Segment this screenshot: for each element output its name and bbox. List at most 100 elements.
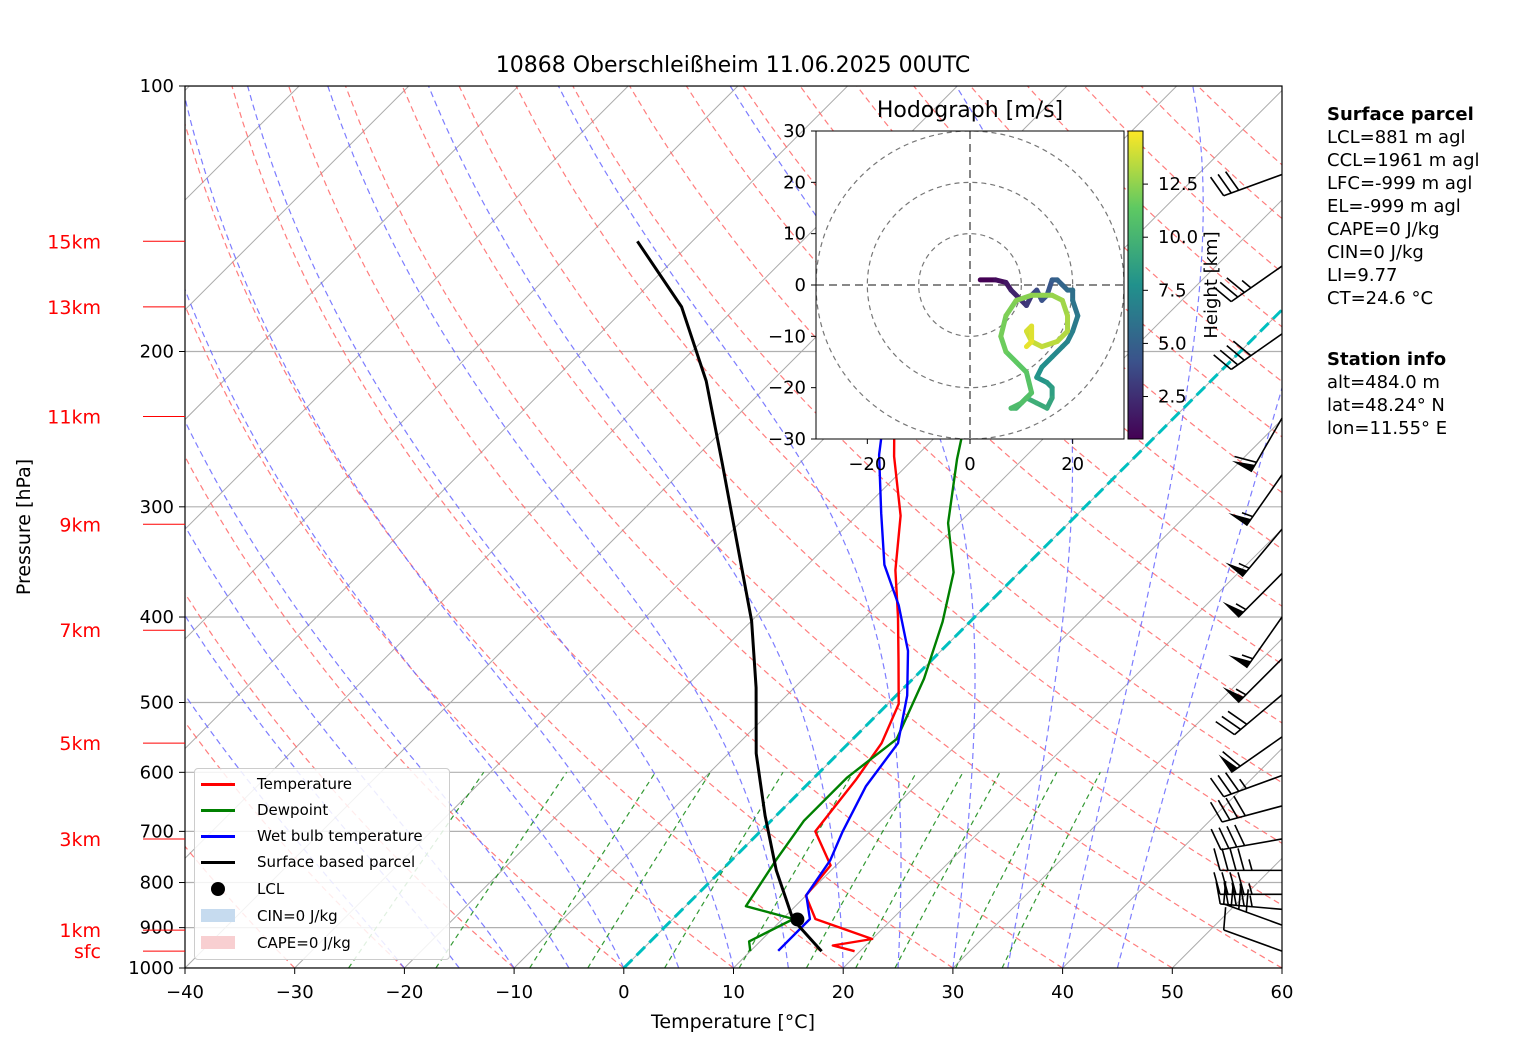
hodograph-y-tick-label: −10 (768, 326, 806, 347)
x-tick-label: 30 (941, 982, 964, 1003)
dry-adiabat (185, 455, 625, 968)
parcel-ccl: CCL=1961 m agl (1327, 150, 1480, 171)
hodograph-y-tick-label: 20 (783, 172, 806, 193)
hodograph-segment (1013, 292, 1035, 303)
dry-adiabat (231, 86, 954, 968)
wind-barb (1228, 616, 1283, 669)
barb-full (1213, 848, 1221, 871)
barb-full (1219, 281, 1239, 298)
wind-barb (1213, 265, 1283, 303)
moist-adiabat (247, 86, 735, 968)
mixing-ratio-line (1001, 772, 1101, 968)
y-tick-label: 300 (140, 497, 174, 518)
hodograph-segment (1003, 297, 1019, 319)
barb-staff (1241, 528, 1283, 578)
legend-label: Dewpoint (257, 801, 329, 819)
y-tick-label: 200 (140, 342, 174, 363)
lcl-point (790, 912, 805, 927)
x-tick-label: 60 (1271, 982, 1294, 1003)
y-axis-label: Pressure [hPa] (13, 459, 35, 595)
dry-adiabat (458, 86, 1282, 906)
legend-dot-lcl (211, 882, 225, 896)
barb-full (1226, 277, 1245, 294)
barb-full (1232, 340, 1252, 357)
barb-full (1213, 354, 1232, 371)
barb-full (1221, 872, 1229, 895)
legend: Temperature Dewpoint Wet bulb temperatur… (194, 768, 450, 960)
legend-item-temperature: Temperature (201, 771, 352, 797)
wind-barb (1218, 736, 1283, 774)
barb-half (1241, 279, 1252, 289)
x-tick-label: −40 (166, 982, 204, 1003)
barb-flag (1222, 601, 1244, 618)
legend-item-dewpoint: Dewpoint (201, 797, 328, 823)
wind-barb (1213, 333, 1283, 371)
hodograph-segment (1023, 369, 1035, 396)
barb-full (1218, 827, 1230, 849)
isotherm-line (513, 199, 1282, 968)
barb-half (1248, 859, 1253, 871)
hodograph-x-tick-label: 20 (1061, 454, 1084, 475)
barb-full (1237, 872, 1245, 895)
parcel-li: LI=9.77 (1327, 265, 1398, 286)
parcel-el: EL=-999 m agl (1327, 196, 1461, 217)
station-alt: alt=484.0 m (1327, 372, 1440, 393)
hodograph-y-tick-label: −30 (768, 429, 806, 450)
y-tick-label: 1000 (128, 958, 174, 979)
barb-staff (1223, 173, 1283, 197)
isotherm-line (733, 418, 1282, 968)
dry-adiabat (185, 304, 734, 968)
barb-flag (1222, 686, 1244, 703)
hodograph-inset: −20 0 20 −30 −20 −10 0 10 20 30 Hodograph [m/s] 2… (768, 98, 1222, 475)
moist-adiabat (327, 86, 789, 968)
zero-isotherm (622, 307, 1282, 968)
hodograph-segment (1070, 313, 1081, 334)
barb-flag (1231, 460, 1255, 472)
barb-staff (1220, 903, 1283, 911)
barb-half (1235, 603, 1247, 611)
moist-adiabat (1116, 385, 1282, 968)
hodograph-segment (1044, 277, 1055, 298)
moist-adiabat (185, 614, 460, 968)
barb-full (1233, 795, 1246, 817)
moist-adiabat (185, 524, 515, 968)
barb-full (1229, 848, 1237, 871)
isotherm-line (842, 528, 1282, 968)
dry-adiabat (401, 86, 1282, 968)
hodograph-y-tick-label: 30 (783, 121, 806, 142)
colorbar-tick-label: 10.0 (1158, 227, 1198, 248)
hodograph-segment (1039, 338, 1060, 350)
moist-adiabat (185, 287, 625, 968)
x-tick-label: 20 (832, 982, 855, 1003)
mixing-ratio-line (738, 771, 854, 968)
parcel-cape: CAPE=0 J/kg (1327, 219, 1440, 240)
barb-staff (1233, 694, 1283, 736)
barb-full (1209, 801, 1223, 823)
barb-flag (1228, 513, 1252, 526)
x-tick-label: 0 (618, 982, 629, 1003)
barb-full (1227, 710, 1248, 725)
colorbar-tick-label: 2.5 (1158, 387, 1187, 408)
parcel-cin: CIN=0 J/kg (1327, 242, 1424, 263)
barb-full (1213, 872, 1221, 895)
moist-adiabat (1062, 86, 1204, 968)
moist-adiabat (427, 86, 844, 968)
colorbar-tick-label: 12.5 (1158, 174, 1198, 195)
x-tick-label: −10 (495, 982, 533, 1003)
parcel-lfc: LFC=-999 m agl (1327, 173, 1473, 194)
y-tick-label: 400 (140, 607, 174, 628)
legend-line-parcel (201, 861, 235, 864)
legend-label: Wet bulb temperature (257, 827, 423, 845)
wind-barb (1215, 694, 1283, 736)
legend-item-cape: CAPE=0 J/kg (201, 930, 351, 956)
mixing-ratio-line (894, 772, 1001, 968)
wind-barbs (1209, 171, 1283, 952)
x-tick-label: −30 (276, 982, 314, 1003)
height-marker-label: 11km (47, 407, 101, 429)
y-tick-label: 100 (140, 76, 174, 97)
mixing-ratio-line (587, 771, 711, 968)
barb-full (1224, 171, 1240, 191)
isotherm-line (185, 86, 629, 530)
hodograph-y-tick-label: −20 (768, 378, 806, 399)
